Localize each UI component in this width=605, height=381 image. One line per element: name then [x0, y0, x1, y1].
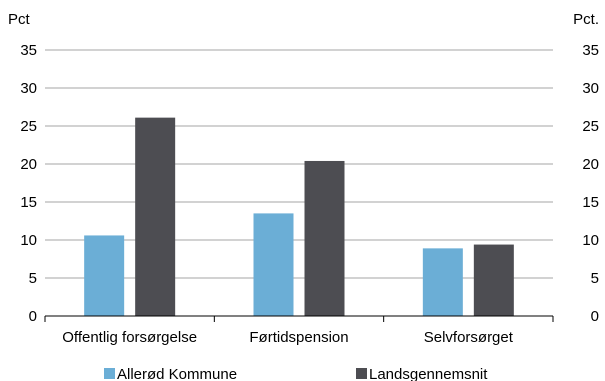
- left-y-unit-label: Pct: [8, 11, 31, 28]
- right-y-unit-label: Pct.: [573, 11, 599, 28]
- bar-allerod-2: [422, 248, 463, 316]
- legend-swatch: [104, 368, 115, 379]
- left-y-tick-label: 5: [29, 270, 37, 287]
- left-y-tick-label: 30: [20, 80, 37, 97]
- right-y-tick-label: 5: [591, 270, 599, 287]
- bar-landsgennemsnit-2: [473, 244, 514, 316]
- bar-landsgennemsnit-0: [135, 117, 176, 316]
- category-labels: Offentlig forsørgelse Førtidspension Selvf…: [62, 329, 513, 346]
- left-y-tick-labels: 0 5 10 15 20 25 30 35: [20, 42, 37, 325]
- left-y-tick-label: 15: [20, 194, 37, 211]
- right-y-tick-label: 25: [582, 118, 599, 135]
- legend-label: Allerød Kommune: [117, 366, 237, 381]
- gridlines: [45, 49, 553, 279]
- bar-landsgennemsnit-1: [304, 160, 345, 316]
- left-y-tick-label: 10: [20, 232, 37, 249]
- right-y-tick-label: 10: [582, 232, 599, 249]
- right-y-tick-label: 30: [582, 80, 599, 97]
- bars: [84, 117, 514, 316]
- right-y-tick-label: 20: [582, 156, 599, 173]
- legend: Allerød Kommune Landsgennemsnit: [104, 366, 488, 381]
- right-y-tick-labels: 0 5 10 15 20 25 30 35: [582, 42, 599, 325]
- bar-allerod-1: [253, 213, 294, 316]
- legend-label: Landsgennemsnit: [369, 366, 488, 381]
- category-label: Førtidspension: [249, 329, 348, 346]
- category-label: Offentlig forsørgelse: [62, 329, 197, 346]
- left-y-tick-label: 35: [20, 42, 37, 59]
- right-y-tick-label: 15: [582, 194, 599, 211]
- tick-marks: [44, 316, 554, 322]
- left-y-tick-label: 25: [20, 118, 37, 135]
- bar-allerod-0: [84, 235, 125, 316]
- right-y-tick-label: 0: [591, 308, 599, 325]
- category-label: Selvforsørget: [424, 329, 514, 346]
- left-y-tick-label: 20: [20, 156, 37, 173]
- legend-swatch: [356, 368, 367, 379]
- left-y-tick-label: 0: [29, 308, 37, 325]
- right-y-tick-label: 35: [582, 42, 599, 59]
